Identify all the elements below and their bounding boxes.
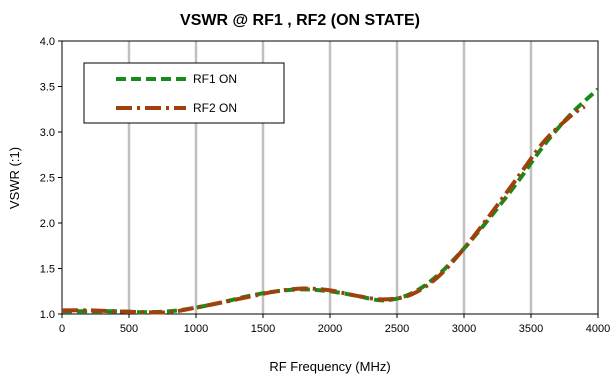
x-tick-label-0: 0 bbox=[59, 323, 65, 335]
x-tick-label-2500: 2500 bbox=[385, 323, 409, 335]
y-tick-label-1.0: 1.0 bbox=[40, 309, 55, 321]
y-tick-label-1.5: 1.5 bbox=[40, 264, 55, 276]
chart-title: VSWR @ RF1 , RF2 (ON STATE) bbox=[180, 12, 420, 29]
x-tick-label-3500: 3500 bbox=[519, 323, 543, 335]
x-axis-label: RF Frequency (MHz) bbox=[269, 359, 390, 374]
y-tick-label-2.5: 2.5 bbox=[40, 173, 55, 185]
x-tick-label-500: 500 bbox=[120, 323, 138, 335]
x-tick-label-2000: 2000 bbox=[318, 323, 342, 335]
y-tick-label-4.0: 4.0 bbox=[40, 36, 55, 48]
legend-label-rf1: RF1 ON bbox=[193, 72, 237, 86]
x-tick-label-4000: 4000 bbox=[586, 323, 610, 335]
x-tick-labels: 0 500 1000 1500 2000 2500 3000 3500 4000 bbox=[59, 314, 610, 335]
y-tick-label-3.0: 3.0 bbox=[40, 127, 55, 139]
x-tick-label-3000: 3000 bbox=[452, 323, 476, 335]
series-line-rf2-on bbox=[61, 104, 586, 315]
legend-label-rf2: RF2 ON bbox=[193, 101, 237, 115]
legend-box bbox=[83, 62, 285, 124]
x-tick-label-1500: 1500 bbox=[251, 323, 275, 335]
x-tick-label-1000: 1000 bbox=[184, 323, 208, 335]
y-axis-label: VSWR (:1) bbox=[7, 147, 22, 209]
y-tick-label-3.5: 3.5 bbox=[40, 82, 55, 94]
y-tick-labels: 1.0 1.5 2.0 2.5 3.0 3.5 4.0 bbox=[40, 36, 62, 321]
y-tick-label-2.0: 2.0 bbox=[40, 218, 55, 230]
legend: RF1 ON RF2 ON bbox=[83, 62, 285, 124]
series-lines bbox=[61, 87, 600, 315]
